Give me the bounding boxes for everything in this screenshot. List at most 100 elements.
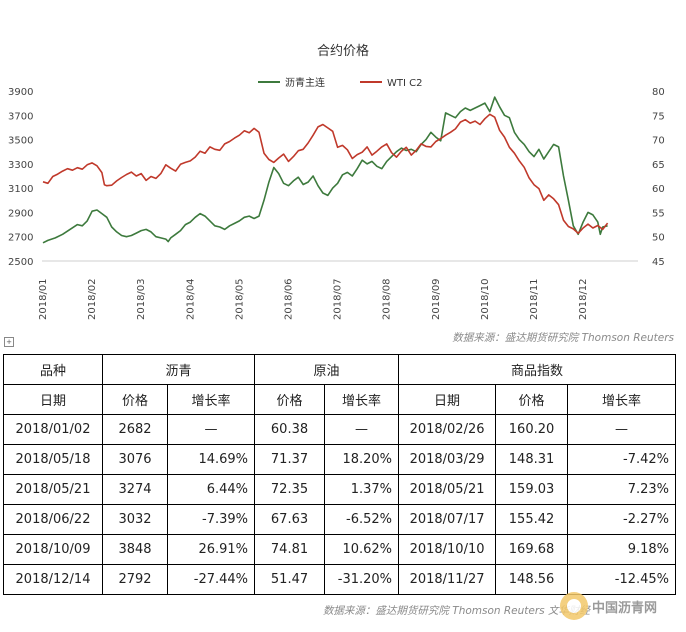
legend-label-wti: WTI C2	[387, 78, 422, 89]
price-table: 品种 沥青 原油 商品指数 日期 价格 增长率 价格 增长率 日期 价格 增长率…	[3, 354, 677, 595]
table-row: 2018/05/18 3076 14.69% 71.37 18.20% 2018…	[3, 444, 677, 475]
cell-date: 2018/06/22	[3, 504, 103, 535]
table-header-row-2: 日期 价格 增长率 价格 增长率 日期 价格 增长率	[3, 384, 677, 415]
cell-asphalt-growth: -7.39%	[166, 504, 256, 535]
cell-asphalt-price: 2792	[102, 564, 168, 595]
table-anchor-icon[interactable]: +	[4, 337, 14, 347]
header-growth: 增长率	[567, 384, 677, 415]
cell-index-growth: -7.42%	[567, 444, 677, 475]
x-tick-label: 2018/03	[136, 278, 147, 320]
header-price: 价格	[495, 384, 569, 415]
header-crude: 原油	[254, 354, 400, 385]
series-line-asphalt	[42, 96, 608, 244]
cell-date: 2018/01/02	[3, 414, 103, 445]
cell-crude-growth: 18.20%	[324, 444, 400, 475]
cell-date: 2018/12/14	[3, 564, 103, 595]
cell-crude-price: 74.81	[254, 534, 326, 565]
cell-asphalt-growth: 14.69%	[166, 444, 256, 475]
cell-crude-growth: -31.20%	[324, 564, 400, 595]
cell-asphalt-price: 3848	[102, 534, 168, 565]
watermark: 中国沥青网	[560, 590, 680, 622]
table-row: 2018/06/22 3032 -7.39% 67.63 -6.52% 2018…	[3, 504, 677, 535]
legend-label-asphalt: 沥青主连	[285, 76, 325, 89]
cell-index-price: 148.31	[495, 444, 569, 475]
x-tick-label: 2018/02	[87, 278, 98, 320]
table-row: 2018/12/14 2792 -27.44% 51.47 -31.20% 20…	[3, 564, 677, 595]
y-left-tick-label: 2900	[8, 208, 33, 219]
x-tick-label: 2018/06	[284, 278, 295, 320]
cell-crude-growth: -6.52%	[324, 504, 400, 535]
cell-asphalt-growth: 26.91%	[166, 534, 256, 565]
header-variety: 品种	[3, 354, 103, 385]
asphalt-logo-icon	[560, 592, 588, 620]
x-tick-label: 2018/10	[480, 278, 491, 320]
cell-crude-price: 72.35	[254, 474, 326, 505]
cell-index-growth: -12.45%	[567, 564, 677, 595]
watermark-text: 中国沥青网	[592, 601, 658, 616]
cell-crude-growth: 10.62%	[324, 534, 400, 565]
x-tick-label: 2018/09	[431, 278, 442, 320]
header-growth: 增长率	[166, 384, 256, 415]
cell-index-growth: —	[567, 414, 677, 445]
cell-index-price: 155.42	[495, 504, 569, 535]
cell-date: 2018/10/09	[3, 534, 103, 565]
cell-crude-price: 60.38	[254, 414, 326, 445]
header-price: 价格	[102, 384, 168, 415]
cell-index-price: 169.68	[495, 534, 569, 565]
cell-asphalt-price: 3076	[102, 444, 168, 475]
table-row: 2018/05/21 3274 6.44% 72.35 1.37% 2018/0…	[3, 474, 677, 505]
cell-index-growth: -2.27%	[567, 504, 677, 535]
cell-asphalt-growth: 6.44%	[166, 474, 256, 505]
x-tick-label: 2018/12	[578, 278, 589, 320]
cell-index-date: 2018/11/27	[398, 564, 497, 595]
y-left-tick-label: 3300	[8, 160, 33, 171]
cell-index-date: 2018/03/29	[398, 444, 497, 475]
y-right-tick-label: 50	[652, 233, 665, 244]
header-date: 日期	[398, 384, 497, 415]
cell-crude-growth: 1.37%	[324, 474, 400, 505]
y-right-tick-label: 75	[652, 111, 665, 122]
x-tick-label: 2018/11	[529, 278, 540, 320]
header-asphalt: 沥青	[101, 354, 256, 385]
y-right-tick-label: 70	[652, 136, 665, 147]
cell-index-date: 2018/10/10	[398, 534, 497, 565]
y-left-tick-label: 3700	[8, 111, 33, 122]
x-tick-label: 2018/07	[333, 278, 344, 320]
table-source-note: 数据来源：盛达期货研究院 Thomson Reuters 文华财经	[322, 605, 590, 617]
header-date: 日期	[3, 384, 103, 415]
cell-date: 2018/05/18	[3, 444, 103, 475]
table-header-row-1: 品种 沥青 原油 商品指数	[3, 354, 677, 385]
cell-index-price: 160.20	[495, 414, 569, 445]
chart-title: 合约价格	[317, 43, 369, 59]
cell-index-price: 159.03	[495, 474, 569, 505]
y-right-tick-label: 80	[652, 87, 665, 98]
x-tick-label: 2018/04	[185, 278, 196, 320]
chart-source-note: 数据来源：盛达期货研究院 Thomson Reuters	[452, 332, 674, 344]
series-line-wti	[42, 113, 609, 235]
y-right-tick-label: 45	[652, 257, 665, 268]
cell-index-growth: 9.18%	[567, 534, 677, 565]
cell-crude-price: 51.47	[254, 564, 326, 595]
cell-asphalt-growth: —	[166, 414, 256, 445]
cell-asphalt-price: 3274	[102, 474, 168, 505]
y-left-tick-label: 3100	[8, 184, 33, 195]
cell-crude-growth: —	[324, 414, 400, 445]
cell-asphalt-growth: -27.44%	[166, 564, 256, 595]
cell-asphalt-price: 3032	[102, 504, 168, 535]
cell-crude-price: 67.63	[254, 504, 326, 535]
cell-crude-price: 71.37	[254, 444, 326, 475]
x-tick-label: 2018/08	[382, 278, 393, 320]
cell-index-date: 2018/02/26	[398, 414, 497, 445]
y-right-tick-label: 55	[652, 208, 665, 219]
y-left-tick-label: 2500	[8, 257, 33, 268]
cell-index-price: 148.56	[495, 564, 569, 595]
y-left-tick-label: 2700	[8, 233, 33, 244]
cell-index-growth: 7.23%	[567, 474, 677, 505]
y-left-tick-label: 3900	[8, 87, 33, 98]
header-commodity-index: 商品指数	[398, 354, 677, 385]
cell-date: 2018/05/21	[3, 474, 103, 505]
cell-index-date: 2018/07/17	[398, 504, 497, 535]
y-left-tick-label: 3500	[8, 136, 33, 147]
cell-asphalt-price: 2682	[102, 414, 168, 445]
